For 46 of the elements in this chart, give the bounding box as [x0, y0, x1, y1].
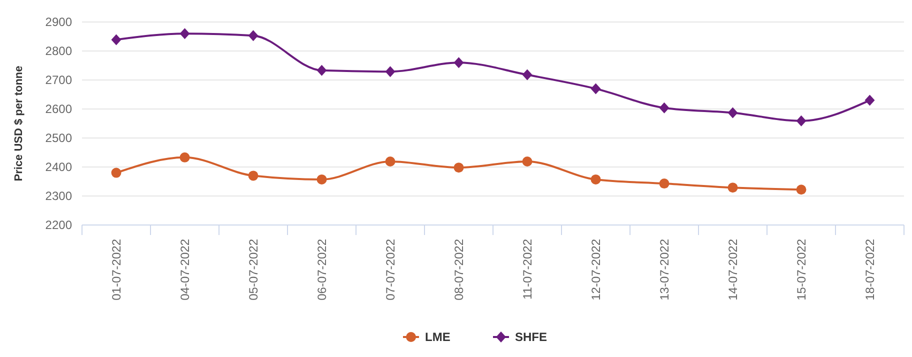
point	[111, 168, 122, 178]
y-tick-label: 2700	[45, 73, 72, 88]
y-tick-label: 2300	[45, 189, 72, 204]
point	[111, 34, 122, 46]
point	[180, 28, 190, 40]
y-tick-label: 2200	[45, 218, 72, 232]
y-tick-label: 2500	[45, 131, 72, 146]
x-tick-label: 05-07-2022	[246, 238, 260, 300]
point	[659, 178, 670, 189]
point	[180, 152, 190, 162]
point	[659, 102, 670, 114]
point	[864, 94, 875, 106]
x-tick-label: 07-07-2022	[383, 238, 398, 300]
point	[385, 156, 396, 166]
y-tick-label: 2400	[45, 160, 72, 174]
point	[728, 182, 738, 193]
x-tick-label: 11-07-2022	[520, 238, 534, 300]
x-tick-label: 13-07-2022	[657, 238, 672, 300]
x-tick-label: 12-07-2022	[588, 238, 603, 300]
y-tick-label: 2800	[45, 44, 72, 58]
point	[796, 184, 806, 195]
point	[385, 66, 396, 78]
point	[316, 174, 327, 184]
y-axis-title: Price USD $ per tonne	[13, 66, 25, 182]
x-tick-label: 06-07-2022	[314, 238, 329, 300]
point	[454, 57, 464, 68]
x-tick-label: 14-07-2022	[726, 238, 740, 300]
x-tick-label: 15-07-2022	[794, 238, 808, 300]
point	[728, 107, 738, 118]
point	[522, 69, 532, 80]
point	[316, 64, 327, 76]
point	[248, 30, 258, 42]
x-tick-label: 04-07-2022	[178, 238, 192, 300]
point	[590, 83, 601, 94]
x-tick-label: 08-07-2022	[452, 238, 466, 300]
y-tick-label: 2600	[45, 102, 72, 116]
x-tick-label: 18-07-2022	[862, 238, 877, 300]
legend-label: LME	[425, 330, 450, 344]
legend-label: SHFE	[515, 330, 548, 344]
point	[522, 156, 532, 166]
x-tick-label: 01-07-2022	[109, 238, 124, 300]
point	[590, 174, 601, 184]
y-tick-label: 2900	[45, 15, 72, 30]
point	[796, 115, 806, 126]
point	[248, 170, 258, 181]
point	[454, 162, 464, 173]
